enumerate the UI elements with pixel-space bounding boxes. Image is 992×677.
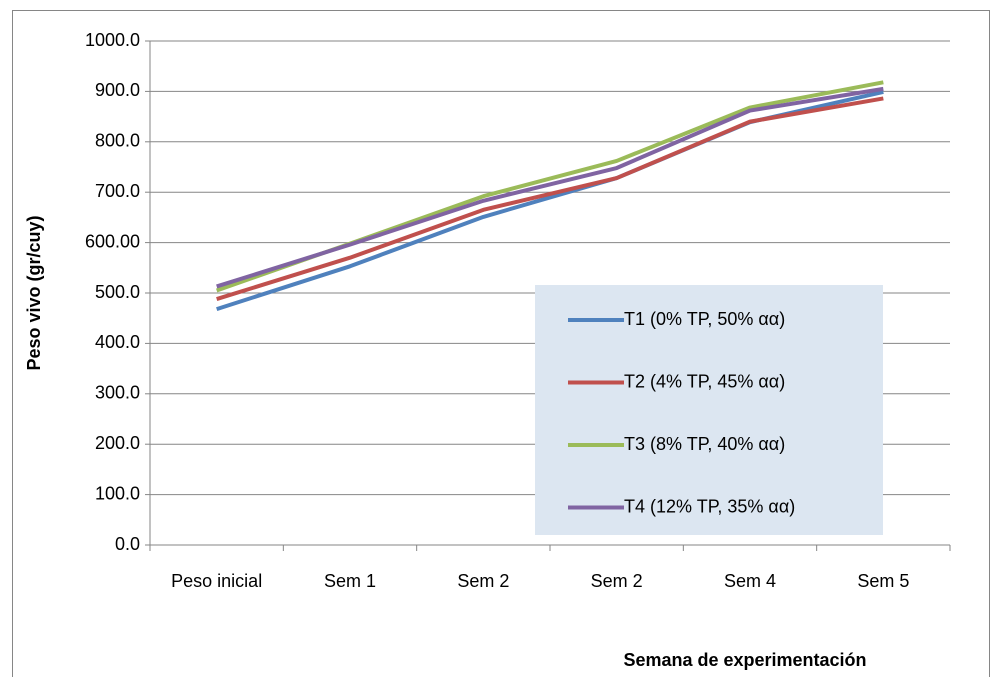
y-axis-label: Peso vivo (gr/cuy) [24, 215, 44, 370]
y-tick-label: 100.0 [95, 483, 140, 503]
y-tick-label: 700.0 [95, 181, 140, 201]
x-tick-label: Sem 4 [724, 571, 776, 591]
legend-label: T3 (8% TP, 40% αα) [624, 434, 785, 454]
x-tick-label: Sem 2 [591, 571, 643, 591]
y-tick-label: 400.0 [95, 332, 140, 352]
y-tick-label: 500.0 [95, 282, 140, 302]
x-tick-label: Peso inicial [171, 571, 262, 591]
x-tick-label: Sem 1 [324, 571, 376, 591]
y-tick-label: 300.0 [95, 383, 140, 403]
series-line [216, 96, 884, 301]
x-tick-label: Sem 2 [457, 571, 509, 591]
x-tick-label: Sem 5 [857, 571, 909, 591]
y-tick-label: 600.00 [85, 231, 140, 251]
y-tick-label: 1000.0 [85, 30, 140, 50]
legend-label: T2 (4% TP, 45% αα) [624, 371, 785, 391]
y-tick-label: 800.0 [95, 131, 140, 151]
legend-label: T1 (0% TP, 50% αα) [624, 309, 785, 329]
legend-box [535, 285, 883, 535]
legend-label: T4 (12% TP, 35% αα) [624, 496, 795, 516]
y-tick-label: 200.0 [95, 433, 140, 453]
y-tick-label: 900.0 [95, 80, 140, 100]
x-axis-label: Semana de experimentación [623, 650, 866, 670]
y-tick-label: 0.0 [115, 534, 140, 554]
series-line [216, 86, 884, 289]
